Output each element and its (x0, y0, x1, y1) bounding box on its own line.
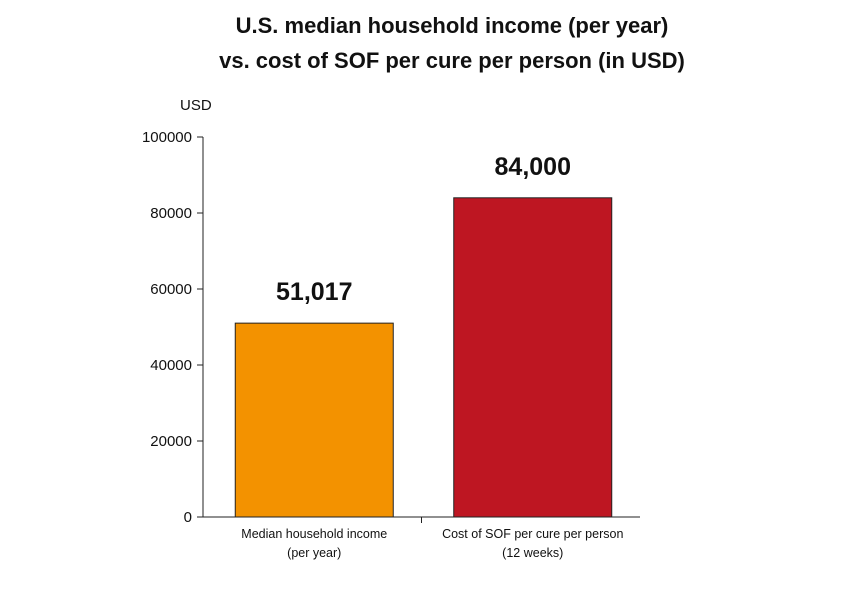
x-category-label: (per year) (287, 546, 341, 560)
chart-title-line-1: U.S. median household income (per year) (236, 13, 669, 38)
y-tick-label: 0 (184, 509, 192, 526)
data-label: 84,000 (495, 153, 571, 181)
x-category-label: Cost of SOF per cure per person (442, 527, 623, 541)
data-labels: 51,017 84,000 (276, 153, 571, 306)
bars (234, 197, 613, 518)
bar (234, 322, 394, 518)
y-tick-label: 60000 (150, 281, 192, 298)
y-tick-label: 100000 (142, 129, 192, 146)
x-category-label: (12 weeks) (502, 546, 563, 560)
x-axis-category-labels: Median household income (per year) Cost of… (241, 527, 623, 560)
x-axis (203, 516, 640, 523)
chart-title: U.S. median household income (per year) … (219, 13, 685, 73)
y-axis-unit-label: USD (180, 97, 212, 114)
y-tick-label: 40000 (150, 357, 192, 374)
y-tick-label: 20000 (150, 433, 192, 450)
data-label: 51,017 (276, 278, 352, 306)
x-category-label: Median household income (241, 527, 387, 541)
chart-title-line-2: vs. cost of SOF per cure per person (in … (219, 48, 685, 73)
y-tick-label: 80000 (150, 205, 192, 222)
y-axis-ticks: 0 20000 40000 60000 80000 100000 (142, 129, 203, 526)
bar (453, 197, 613, 518)
